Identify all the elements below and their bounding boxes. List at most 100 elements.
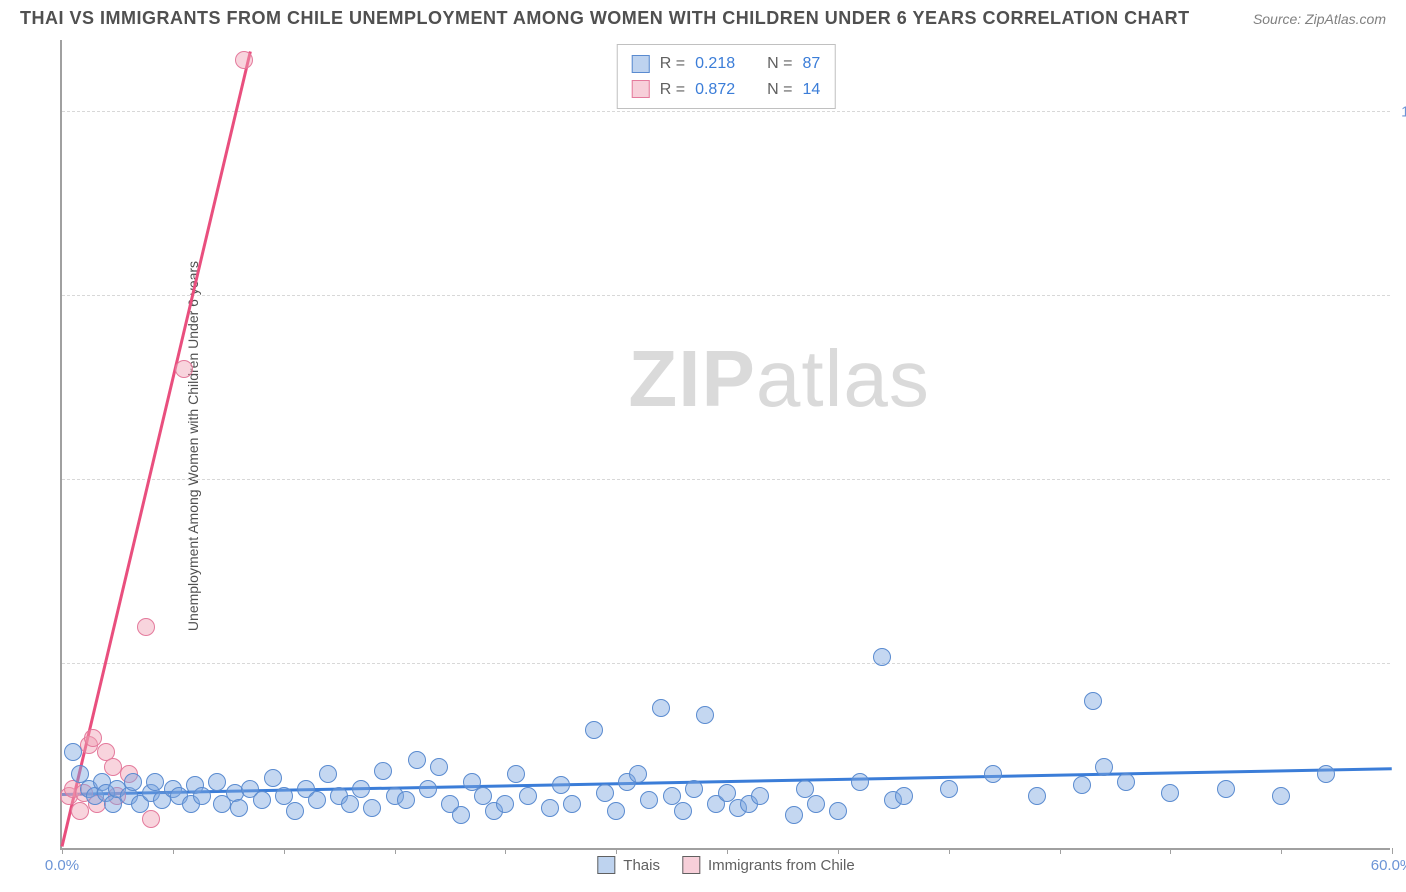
- data-point-blue: [984, 765, 1002, 783]
- chart-header: THAI VS IMMIGRANTS FROM CHILE UNEMPLOYME…: [20, 8, 1386, 29]
- x-tick-label: 0.0%: [45, 857, 79, 874]
- data-point-blue: [541, 799, 559, 817]
- data-point-blue: [751, 787, 769, 805]
- x-tick: [395, 848, 396, 854]
- legend-label: Immigrants from Chile: [708, 857, 855, 874]
- x-tick-label: 60.0%: [1371, 857, 1406, 874]
- data-point-blue: [1028, 787, 1046, 805]
- chart-source: Source: ZipAtlas.com: [1253, 11, 1386, 27]
- data-point-blue: [308, 791, 326, 809]
- legend-label: Thais: [623, 857, 660, 874]
- chart-title: THAI VS IMMIGRANTS FROM CHILE UNEMPLOYME…: [20, 8, 1190, 29]
- data-point-blue: [253, 791, 271, 809]
- data-point-blue: [374, 762, 392, 780]
- legend-stat-row: R =0.218N =87: [632, 51, 821, 77]
- data-point-blue: [829, 802, 847, 820]
- x-tick: [1060, 848, 1061, 854]
- x-tick: [949, 848, 950, 854]
- gridline-h: [62, 663, 1390, 664]
- data-point-blue: [563, 795, 581, 813]
- data-point-blue: [1217, 780, 1235, 798]
- data-point-blue: [873, 648, 891, 666]
- data-point-blue: [596, 784, 614, 802]
- gridline-h: [62, 111, 1390, 112]
- data-point-blue: [851, 773, 869, 791]
- data-point-blue: [124, 773, 142, 791]
- data-point-blue: [519, 787, 537, 805]
- data-point-blue: [64, 743, 82, 761]
- data-point-blue: [341, 795, 359, 813]
- data-point-pink: [175, 360, 193, 378]
- data-point-blue: [408, 751, 426, 769]
- legend-item-blue: Thais: [597, 856, 660, 874]
- data-point-blue: [807, 795, 825, 813]
- data-point-blue: [1084, 692, 1102, 710]
- legend-swatch-blue: [632, 55, 650, 73]
- legend-r-value: 0.872: [695, 77, 735, 103]
- legend-r-value: 0.218: [695, 51, 735, 77]
- legend-swatch-pink: [682, 856, 700, 874]
- data-point-pink: [137, 618, 155, 636]
- legend-n-label: N =: [767, 77, 792, 103]
- data-point-blue: [696, 706, 714, 724]
- data-point-blue: [585, 721, 603, 739]
- scatter-chart: ZIPatlas R =0.218N =87R =0.872N =14 Thai…: [60, 40, 1390, 850]
- data-point-pink: [71, 802, 89, 820]
- data-point-blue: [496, 795, 514, 813]
- legend-r-label: R =: [660, 77, 685, 103]
- y-tick-label: 100.0%: [1401, 103, 1406, 120]
- data-point-blue: [397, 791, 415, 809]
- data-point-blue: [319, 765, 337, 783]
- data-point-blue: [430, 758, 448, 776]
- x-tick: [62, 848, 63, 854]
- data-point-pink: [235, 51, 253, 69]
- data-point-blue: [352, 780, 370, 798]
- watermark: ZIPatlas: [628, 333, 929, 425]
- data-point-blue: [895, 787, 913, 805]
- data-point-blue: [685, 780, 703, 798]
- trendline-pink: [61, 51, 252, 847]
- data-point-pink: [84, 729, 102, 747]
- legend-swatch-pink: [632, 80, 650, 98]
- data-point-blue: [652, 699, 670, 717]
- x-tick: [505, 848, 506, 854]
- data-point-blue: [1161, 784, 1179, 802]
- x-tick: [1281, 848, 1282, 854]
- data-point-blue: [208, 773, 226, 791]
- legend-n-value: 14: [802, 77, 820, 103]
- data-point-blue: [674, 802, 692, 820]
- legend-stat-row: R = 0.872 N = 14: [632, 77, 821, 103]
- data-point-blue: [552, 776, 570, 794]
- legend-stats: R =0.218N =87R =0.872N =14: [617, 44, 836, 109]
- legend-swatch-blue: [597, 856, 615, 874]
- data-point-blue: [363, 799, 381, 817]
- data-point-blue: [1272, 787, 1290, 805]
- x-tick: [838, 848, 839, 854]
- legend-r-label: R =: [660, 51, 685, 77]
- x-tick: [1392, 848, 1393, 854]
- x-tick: [616, 848, 617, 854]
- data-point-blue: [193, 787, 211, 805]
- data-point-blue: [640, 791, 658, 809]
- gridline-h: [62, 295, 1390, 296]
- data-point-blue: [452, 806, 470, 824]
- data-point-blue: [785, 806, 803, 824]
- legend-item-pink: Immigrants from Chile: [682, 856, 855, 874]
- data-point-blue: [419, 780, 437, 798]
- data-point-blue: [607, 802, 625, 820]
- gridline-h: [62, 479, 1390, 480]
- data-point-pink: [142, 810, 160, 828]
- data-point-blue: [1317, 765, 1335, 783]
- data-point-blue: [940, 780, 958, 798]
- x-tick: [727, 848, 728, 854]
- data-point-blue: [1073, 776, 1091, 794]
- data-point-blue: [286, 802, 304, 820]
- data-point-blue: [1117, 773, 1135, 791]
- data-point-blue: [230, 799, 248, 817]
- x-tick: [1170, 848, 1171, 854]
- data-point-blue: [264, 769, 282, 787]
- x-tick: [173, 848, 174, 854]
- data-point-blue: [629, 765, 647, 783]
- legend-n-label: N =: [767, 51, 792, 77]
- x-tick: [284, 848, 285, 854]
